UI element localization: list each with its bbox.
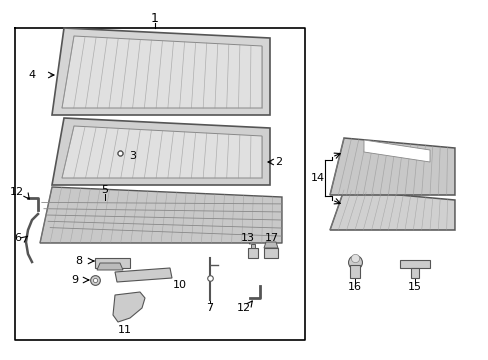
Polygon shape (97, 263, 123, 270)
Text: 12: 12 (237, 303, 250, 313)
Text: 3: 3 (129, 151, 136, 161)
Text: 5: 5 (102, 185, 108, 195)
Text: 15: 15 (407, 282, 421, 292)
Polygon shape (62, 36, 262, 108)
Polygon shape (52, 118, 269, 185)
Polygon shape (349, 265, 359, 278)
Polygon shape (264, 248, 278, 258)
Polygon shape (52, 28, 269, 115)
Polygon shape (115, 268, 172, 282)
Text: 10: 10 (173, 280, 186, 290)
Polygon shape (40, 187, 282, 243)
Polygon shape (363, 140, 429, 162)
Text: 17: 17 (264, 233, 279, 243)
Polygon shape (329, 190, 454, 230)
Text: 12: 12 (10, 187, 24, 197)
Text: 13: 13 (241, 233, 254, 243)
Polygon shape (250, 244, 254, 248)
Text: 1: 1 (151, 12, 159, 24)
Polygon shape (247, 248, 258, 258)
Text: 16: 16 (347, 282, 361, 292)
Text: 11: 11 (118, 325, 132, 335)
Polygon shape (113, 292, 145, 322)
Text: 14: 14 (310, 173, 325, 183)
Text: 9: 9 (71, 275, 79, 285)
Text: 2: 2 (275, 157, 282, 167)
Polygon shape (399, 260, 429, 268)
Text: 4: 4 (28, 70, 36, 80)
Polygon shape (264, 242, 278, 248)
Polygon shape (329, 138, 454, 195)
Polygon shape (95, 258, 130, 268)
Text: 6: 6 (15, 233, 21, 243)
Text: 8: 8 (75, 256, 82, 266)
Polygon shape (62, 126, 262, 178)
Polygon shape (410, 268, 418, 278)
Text: 7: 7 (206, 303, 213, 313)
